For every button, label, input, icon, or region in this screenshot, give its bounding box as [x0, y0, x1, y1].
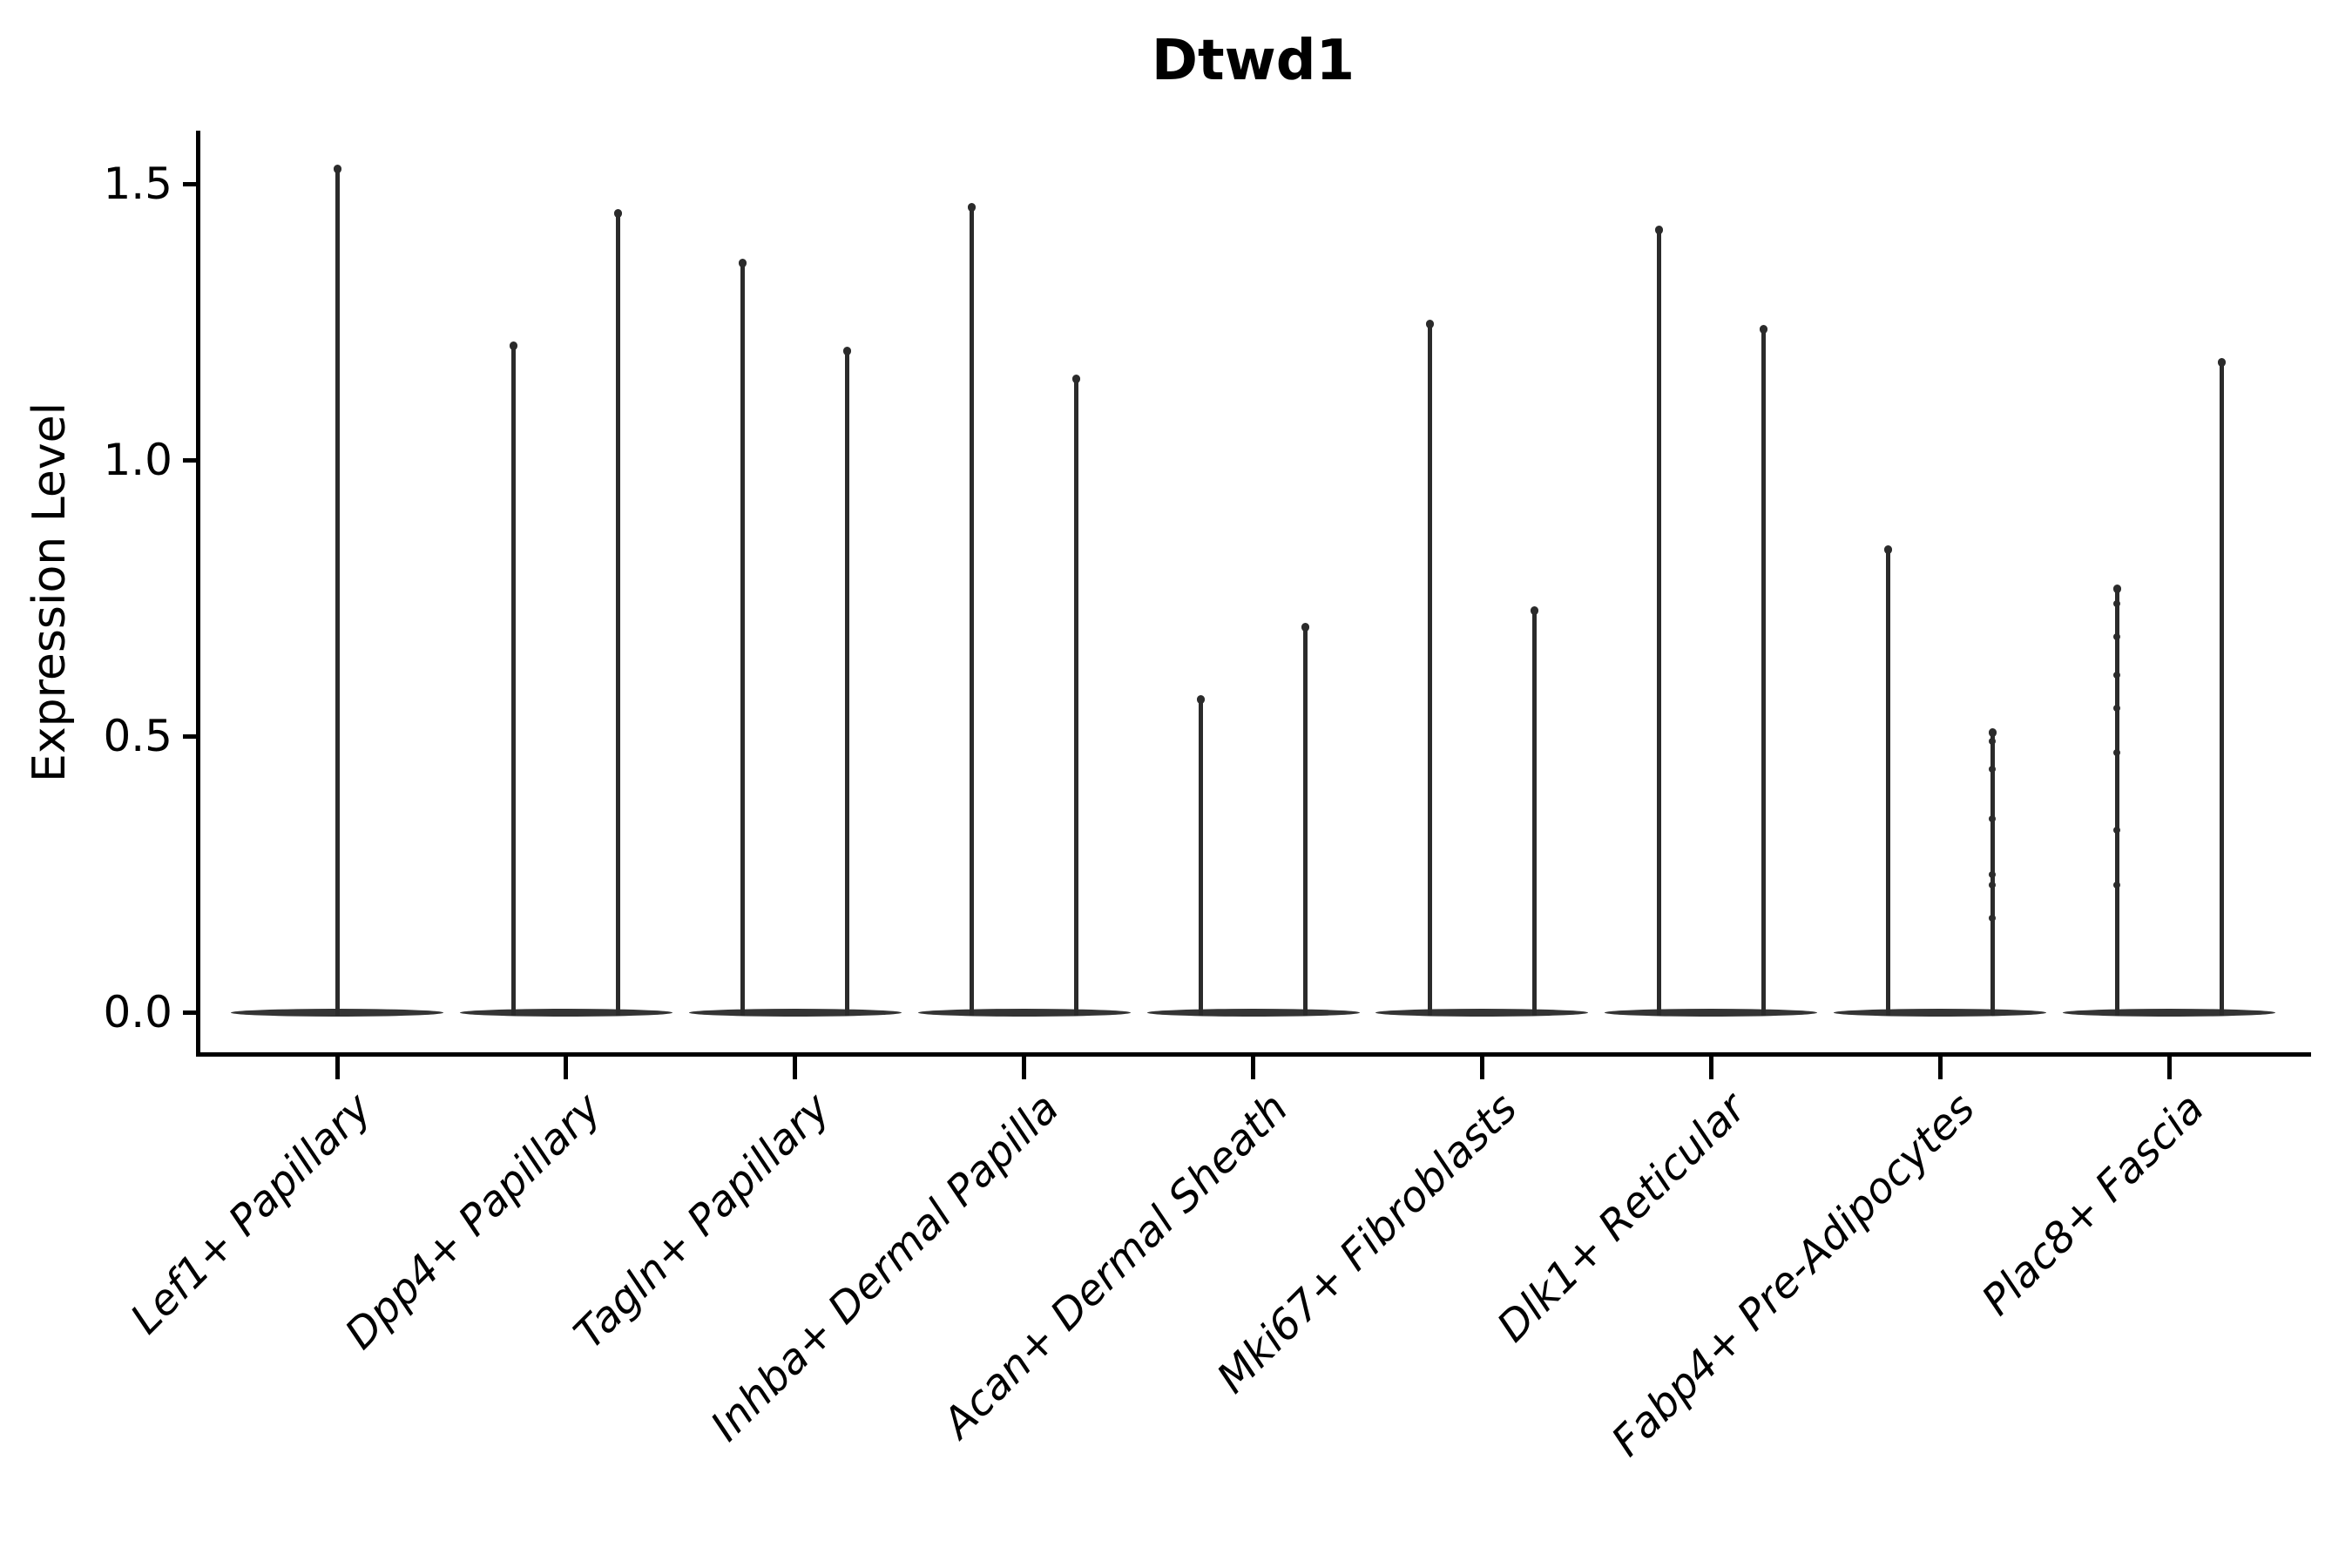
violin-spike-tip [614, 208, 623, 218]
violin-spike [1199, 697, 1203, 1016]
violin-spike-tip [510, 341, 518, 350]
violin-base [1146, 1008, 1360, 1017]
y-tick-label: 0.0 [103, 987, 172, 1037]
x-tick-label: Tagln+ Papillary [564, 1084, 840, 1359]
violin-spike-tip [2217, 357, 2226, 367]
violin-spike [1885, 548, 1890, 1016]
violin-spike-tip [1197, 694, 1205, 704]
violin-spike [511, 343, 517, 1016]
violin-spike-tip [1883, 545, 1892, 555]
violin-jitter-point [1989, 915, 1997, 923]
violin-spike-tip [739, 258, 747, 267]
x-tick-mark [1022, 1057, 1027, 1079]
violin-spike [335, 166, 340, 1016]
violin-spike [845, 349, 850, 1016]
violin-spike-tip [1654, 225, 1663, 234]
x-tick-label: Lef1+ Papillary [121, 1084, 382, 1344]
x-tick-mark [1937, 1057, 1943, 1079]
violin-spike [1761, 327, 1766, 1016]
violin-base [688, 1008, 902, 1017]
violin-spike [1074, 376, 1079, 1016]
violin-spike [1531, 609, 1537, 1016]
violin-spike-tip [1988, 727, 1997, 737]
violin-jitter-point [2113, 672, 2120, 679]
violin-spike-tip [1530, 606, 1538, 616]
x-tick-mark [1708, 1057, 1713, 1079]
x-tick-mark [1479, 1057, 1484, 1079]
y-tick-label: 1.0 [103, 435, 172, 485]
violin-base [2063, 1008, 2275, 1017]
violin-spike [1303, 625, 1308, 1016]
violin-spike-tip [2112, 584, 2121, 593]
violin-base [917, 1008, 1131, 1017]
chart-title: Dtwd1 [1151, 29, 1355, 93]
violin-jitter-point [1989, 738, 1997, 746]
violin-spike-tip [1301, 623, 1309, 632]
y-axis-line [196, 131, 200, 1057]
violin-spike [616, 211, 621, 1016]
x-tick-mark [2166, 1057, 2172, 1079]
violin-spike-tip [1425, 319, 1434, 328]
violin-spike-tip [843, 347, 852, 356]
x-tick-mark [564, 1057, 569, 1079]
violin-spike [2219, 360, 2224, 1016]
x-axis-line [196, 1052, 2311, 1057]
violin-spike [740, 260, 746, 1016]
violin-base [459, 1008, 672, 1017]
x-tick-mark [1251, 1057, 1255, 1079]
violin-jitter-point [2113, 749, 2120, 757]
x-tick-label: Plac8+ Fascia [1972, 1084, 2213, 1325]
violin-spike [1427, 321, 1432, 1016]
violin-jitter-point [2113, 632, 2120, 640]
y-tick-mark [183, 181, 196, 186]
violin-jitter-point [1989, 882, 1997, 889]
violin-spike [2114, 586, 2119, 1016]
violin-spike [970, 206, 975, 1016]
violin-jitter-point [1989, 766, 1997, 774]
violin-jitter-point [2113, 705, 2120, 713]
violin-jitter-point [2113, 599, 2120, 607]
y-tick-label: 1.5 [103, 159, 172, 209]
x-tick-label: Dlk1+ Reticular [1487, 1084, 1756, 1352]
violin-spike-tip [968, 203, 977, 213]
y-tick-mark [183, 733, 196, 739]
x-tick-mark [793, 1057, 798, 1079]
x-tick-label: Dpp4+ Papillary [335, 1084, 611, 1359]
violin-jitter-point [2113, 826, 2120, 834]
violin-spike-tip [1072, 374, 1081, 383]
violin-spike-tip [1759, 324, 1767, 334]
violin-base [1605, 1008, 1818, 1017]
violin-jitter-point [1989, 815, 1997, 823]
y-tick-label: 0.5 [103, 711, 172, 761]
violin-jitter-point [2113, 882, 2120, 889]
x-tick-mark [335, 1057, 340, 1079]
violin-base [1834, 1008, 2047, 1017]
y-tick-mark [183, 1010, 196, 1015]
violin-spike [1656, 227, 1661, 1016]
violin-base [1375, 1008, 1589, 1017]
y-tick-mark [183, 457, 196, 463]
violin-jitter-point [1989, 870, 1997, 878]
violin-spike-tip [333, 164, 341, 173]
